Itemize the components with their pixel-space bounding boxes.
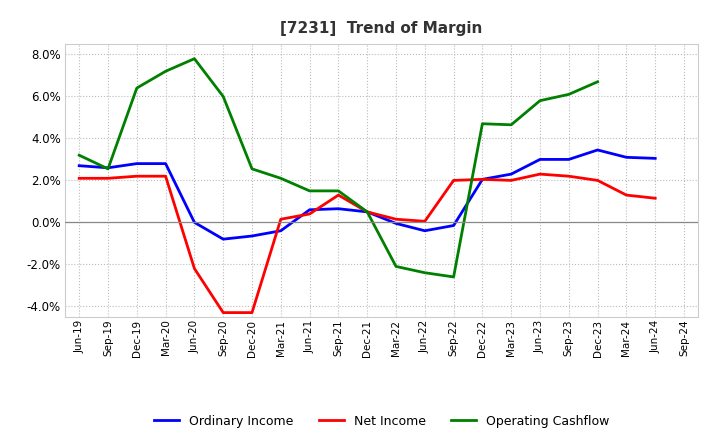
Ordinary Income <box>449 223 458 228</box>
Operating Cashflow <box>449 274 458 279</box>
Net Income <box>132 173 141 179</box>
Ordinary Income <box>190 220 199 225</box>
Ordinary Income <box>536 157 544 162</box>
Net Income <box>507 178 516 183</box>
Operating Cashflow <box>305 188 314 194</box>
Ordinary Income <box>564 157 573 162</box>
Net Income <box>75 176 84 181</box>
Operating Cashflow <box>219 94 228 99</box>
Ordinary Income <box>132 161 141 166</box>
Ordinary Income <box>420 228 429 233</box>
Ordinary Income <box>161 161 170 166</box>
Title: [7231]  Trend of Margin: [7231] Trend of Margin <box>280 21 483 36</box>
Operating Cashflow <box>190 56 199 61</box>
Operating Cashflow <box>132 85 141 91</box>
Ordinary Income <box>276 228 285 233</box>
Ordinary Income <box>104 165 112 170</box>
Net Income <box>219 310 228 315</box>
Net Income <box>190 266 199 271</box>
Operating Cashflow <box>276 176 285 181</box>
Net Income <box>478 177 487 182</box>
Operating Cashflow <box>536 98 544 103</box>
Ordinary Income <box>334 206 343 211</box>
Operating Cashflow <box>75 153 84 158</box>
Net Income <box>420 219 429 224</box>
Line: Ordinary Income: Ordinary Income <box>79 150 655 239</box>
Legend: Ordinary Income, Net Income, Operating Cashflow: Ordinary Income, Net Income, Operating C… <box>149 411 614 433</box>
Ordinary Income <box>219 237 228 242</box>
Ordinary Income <box>593 147 602 153</box>
Operating Cashflow <box>593 79 602 84</box>
Operating Cashflow <box>104 166 112 172</box>
Ordinary Income <box>75 163 84 169</box>
Net Income <box>305 211 314 216</box>
Net Income <box>161 173 170 179</box>
Ordinary Income <box>651 156 660 161</box>
Net Income <box>622 192 631 198</box>
Operating Cashflow <box>392 264 400 269</box>
Net Income <box>392 216 400 222</box>
Operating Cashflow <box>161 69 170 74</box>
Operating Cashflow <box>507 122 516 128</box>
Net Income <box>593 178 602 183</box>
Ordinary Income <box>622 155 631 160</box>
Net Income <box>564 173 573 179</box>
Net Income <box>536 172 544 177</box>
Line: Net Income: Net Income <box>79 174 655 312</box>
Net Income <box>334 192 343 198</box>
Ordinary Income <box>248 233 256 238</box>
Line: Operating Cashflow: Operating Cashflow <box>79 59 598 277</box>
Ordinary Income <box>507 172 516 177</box>
Net Income <box>363 209 372 215</box>
Net Income <box>104 176 112 181</box>
Operating Cashflow <box>564 92 573 97</box>
Ordinary Income <box>392 221 400 226</box>
Operating Cashflow <box>334 188 343 194</box>
Ordinary Income <box>478 177 487 182</box>
Net Income <box>651 196 660 201</box>
Net Income <box>276 216 285 222</box>
Net Income <box>248 310 256 315</box>
Operating Cashflow <box>478 121 487 126</box>
Net Income <box>449 178 458 183</box>
Operating Cashflow <box>248 166 256 172</box>
Operating Cashflow <box>420 270 429 275</box>
Operating Cashflow <box>363 209 372 215</box>
Ordinary Income <box>363 209 372 215</box>
Ordinary Income <box>305 207 314 213</box>
